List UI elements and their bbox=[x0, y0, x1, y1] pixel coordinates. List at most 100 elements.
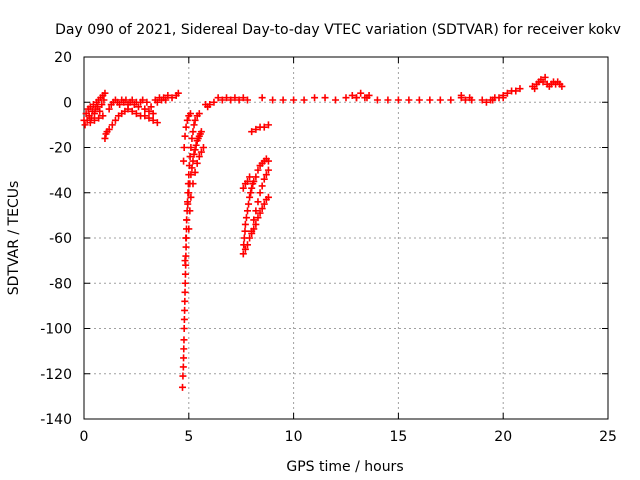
data-point bbox=[186, 110, 194, 118]
y-tick-label: -20 bbox=[49, 141, 72, 157]
data-point bbox=[187, 171, 195, 179]
data-point bbox=[195, 153, 203, 161]
y-tick-label: -80 bbox=[49, 276, 72, 292]
y-tick-label: 0 bbox=[63, 95, 72, 111]
data-point bbox=[101, 134, 109, 142]
data-point bbox=[105, 125, 113, 133]
data-point bbox=[195, 110, 203, 118]
data-point bbox=[457, 91, 465, 99]
data-point bbox=[189, 180, 197, 188]
y-axis-label: SDTVAR / TECUs bbox=[6, 181, 22, 296]
data-point bbox=[185, 189, 193, 197]
x-tick-label: 25 bbox=[599, 429, 617, 445]
data-point bbox=[332, 96, 340, 104]
data-point bbox=[185, 225, 193, 233]
data-point bbox=[264, 166, 272, 174]
data-point bbox=[248, 227, 256, 235]
data-point bbox=[558, 82, 566, 90]
data-point bbox=[373, 96, 381, 104]
data-point bbox=[269, 96, 277, 104]
data-point bbox=[254, 198, 262, 206]
data-point bbox=[128, 96, 136, 104]
data-point bbox=[188, 134, 196, 142]
data-point bbox=[190, 121, 198, 129]
data-point bbox=[231, 94, 239, 102]
data-point bbox=[122, 96, 130, 104]
data-point bbox=[162, 96, 170, 104]
grid bbox=[84, 57, 608, 419]
data-point bbox=[466, 94, 474, 102]
data-point bbox=[98, 101, 106, 109]
data-point bbox=[239, 94, 247, 102]
data-point bbox=[254, 166, 262, 174]
data-point bbox=[246, 173, 254, 181]
data-point bbox=[181, 257, 189, 265]
data-point bbox=[187, 144, 195, 151]
data-point bbox=[149, 116, 157, 124]
data-point bbox=[447, 96, 455, 104]
data-point bbox=[516, 85, 524, 93]
data-point bbox=[394, 96, 402, 104]
data-point bbox=[141, 112, 149, 120]
data-point bbox=[197, 128, 205, 136]
data-point bbox=[191, 146, 199, 154]
data-point bbox=[250, 216, 258, 224]
data-point bbox=[189, 157, 197, 165]
data-point bbox=[258, 205, 266, 213]
data-point bbox=[241, 245, 249, 253]
data-point bbox=[223, 94, 231, 102]
data-point bbox=[180, 354, 188, 362]
data-point bbox=[96, 107, 104, 115]
data-point bbox=[264, 121, 272, 129]
data-point bbox=[180, 315, 188, 323]
axis-ticks: 0 5 10 15 20 25 -140 -120 -100 -80 -60 -40 -20 0 20 bbox=[40, 50, 617, 445]
data-point bbox=[348, 91, 356, 99]
data-point bbox=[243, 177, 251, 185]
data-point bbox=[174, 89, 182, 97]
data-point bbox=[260, 123, 268, 131]
data-point bbox=[199, 144, 207, 151]
data-point bbox=[218, 96, 226, 104]
data-point bbox=[197, 148, 205, 156]
data-point bbox=[141, 105, 149, 113]
data-point bbox=[145, 107, 153, 115]
data-point bbox=[183, 216, 191, 224]
data-point bbox=[264, 193, 272, 201]
data-point bbox=[95, 114, 103, 122]
y-tick-label: -40 bbox=[49, 186, 72, 202]
data-point bbox=[182, 123, 190, 131]
data-point bbox=[258, 182, 266, 190]
data-point bbox=[90, 110, 98, 118]
data-point bbox=[539, 78, 547, 86]
data-point bbox=[143, 98, 151, 106]
data-point bbox=[186, 153, 194, 161]
data-point bbox=[405, 96, 413, 104]
data-point bbox=[191, 116, 199, 124]
data-points bbox=[80, 73, 566, 391]
data-point bbox=[239, 184, 247, 192]
data-point bbox=[260, 200, 268, 208]
data-point bbox=[134, 103, 142, 111]
data-point bbox=[139, 96, 147, 104]
data-point bbox=[86, 119, 94, 127]
data-point bbox=[245, 200, 253, 208]
data-point bbox=[254, 214, 262, 222]
data-point bbox=[235, 96, 243, 104]
data-point bbox=[426, 96, 434, 104]
data-point bbox=[179, 363, 187, 371]
data-point bbox=[241, 227, 249, 235]
data-point bbox=[179, 383, 187, 391]
y-tick-label: 20 bbox=[54, 50, 72, 66]
data-point bbox=[191, 168, 199, 176]
data-point bbox=[531, 85, 539, 93]
data-point bbox=[183, 116, 191, 124]
y-tick-label: -120 bbox=[40, 367, 72, 383]
data-point bbox=[495, 94, 503, 102]
data-point bbox=[181, 279, 189, 287]
data-point bbox=[252, 173, 260, 181]
data-point bbox=[116, 101, 124, 109]
data-point bbox=[168, 94, 176, 102]
data-point bbox=[180, 345, 188, 353]
data-point bbox=[541, 73, 549, 81]
data-point bbox=[248, 128, 256, 136]
